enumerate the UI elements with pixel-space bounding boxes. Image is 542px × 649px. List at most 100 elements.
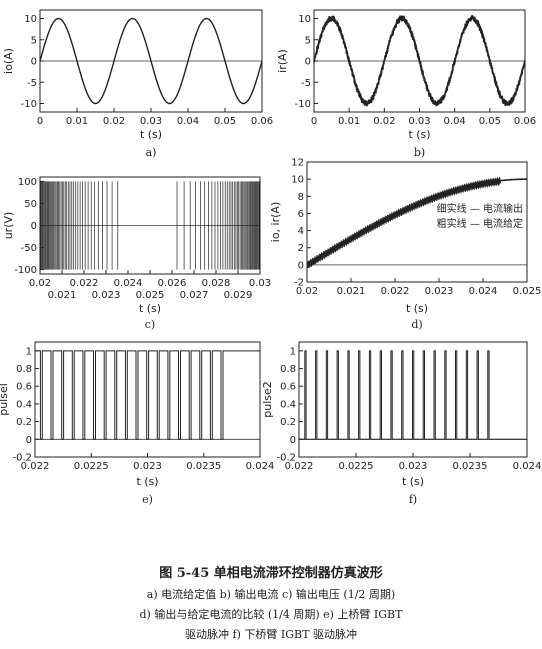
x-tick-label-a: 0.04 <box>177 116 199 127</box>
x-tick-label-d: 0.022 <box>381 286 410 297</box>
y-tick-label-e: 0 <box>26 435 32 446</box>
x-tick-label-a: 0.02 <box>103 116 125 127</box>
x-tick-label-c: 0.023 <box>92 290 121 301</box>
y-axis-label-c: ur(V) <box>2 212 15 240</box>
y-tick-label-a: 0 <box>31 57 37 68</box>
x-axis-label-e: t (s) <box>136 475 158 488</box>
x-tick-label-a: 0.06 <box>251 116 273 127</box>
x-tick-label-c: 0.022 <box>70 278 99 289</box>
x-axis-label-c: t (s) <box>139 302 161 315</box>
y-tick-label-e: 0.6 <box>16 382 32 393</box>
chart-panel-e: -0.2 0 0.2 0.4 0.6 0.8 1 0.022 0.0225 0.023 0.0235… <box>0 342 274 506</box>
x-tick-label-b: 0.03 <box>408 116 430 127</box>
y-tick-label-f: 0.6 <box>280 382 296 393</box>
y-tick-label-a: 10 <box>24 14 37 25</box>
chart-panel-f: -0.2 0 0.2 0.4 0.6 0.8 1 0.022 0.0225 0.023 0.0235… <box>261 342 541 506</box>
x-tick-label-e: 0.0235 <box>186 461 221 472</box>
subfigure-label-d: d) <box>411 318 422 331</box>
y-tick-label-b: 10 <box>298 14 311 25</box>
y-tick-label-a: -5 <box>27 78 37 89</box>
y-tick-label-d: 4 <box>298 226 304 237</box>
x-tick-label-a: 0.01 <box>66 116 88 127</box>
figure-caption-title: 图 5-45 单相电流滞环控制器仿真波形 <box>0 562 542 581</box>
x-tick-label-c: 0.03 <box>249 278 271 289</box>
x-tick-label-f: 0.024 <box>513 461 542 472</box>
y-tick-label-c: 0 <box>31 221 37 232</box>
subfigure-label-c: c) <box>145 318 155 331</box>
x-tick-label-f: 0.022 <box>285 461 314 472</box>
subfigure-label-e: e) <box>142 493 153 506</box>
y-tick-label-d: 8 <box>298 192 304 203</box>
y-tick-label-e: 0.8 <box>16 364 32 375</box>
y-tick-label-d: 2 <box>298 243 304 254</box>
x-tick-label-e: 0.024 <box>246 461 275 472</box>
series-e-pulses <box>35 351 260 439</box>
y-tick-label-b: 5 <box>305 35 311 46</box>
y-tick-label-e: 0.2 <box>16 417 32 428</box>
y-axis-label-d: io, ir(A) <box>269 202 282 242</box>
chart-panel-a: -10 -5 0 5 10 0 0.01 0.02 0.03 0.04 0.05 0.06 t (s) i… <box>2 10 273 159</box>
x-tick-label-c: 0.024 <box>114 278 143 289</box>
legend-entry-d: 细实线 — 电流输出 <box>437 202 523 215</box>
x-tick-label-d: 0.024 <box>469 286 498 297</box>
x-tick-label-b: 0.04 <box>444 116 466 127</box>
x-tick-label-e: 0.023 <box>133 461 162 472</box>
x-tick-label-a: 0 <box>37 116 43 127</box>
y-tick-label-a: 5 <box>31 35 37 46</box>
x-axis-label-d: t (s) <box>406 302 428 315</box>
caption-line-1: a) 电流给定值 b) 输出电流 c) 输出电压 (1/2 周期) <box>0 586 542 602</box>
x-tick-label-f: 0.0225 <box>339 461 374 472</box>
x-tick-label-e: 0.0225 <box>74 461 109 472</box>
x-tick-label-b: 0 <box>311 116 317 127</box>
y-tick-label-f: 0.2 <box>280 417 296 428</box>
x-tick-label-f: 0.023 <box>399 461 428 472</box>
y-tick-label-c: -100 <box>14 265 37 276</box>
legend-entry-d: 粗实线 — 电流给定 <box>437 217 523 230</box>
y-tick-label-e: 0.4 <box>16 399 32 410</box>
y-tick-label-d: 12 <box>291 158 304 169</box>
x-tick-label-c: 0.029 <box>224 290 253 301</box>
series-f-pulses <box>299 351 527 439</box>
y-tick-label-a: -10 <box>21 99 37 110</box>
x-tick-label-a: 0.03 <box>140 116 162 127</box>
x-tick-label-c: 0.027 <box>180 290 209 301</box>
y-tick-label-f: 1 <box>290 346 296 357</box>
y-tick-label-b: -5 <box>301 78 311 89</box>
y-tick-label-c: 100 <box>18 177 37 188</box>
x-tick-label-d: 0.021 <box>337 286 366 297</box>
x-tick-label-c: 0.021 <box>48 290 77 301</box>
x-tick-label-c: 0.026 <box>158 278 187 289</box>
y-tick-label-e: 1 <box>26 346 32 357</box>
chart-panel-c: -100-500501000.02 0.022 0.024 0.026 0.028 0.0… <box>2 177 271 331</box>
y-tick-label-d: 0 <box>298 260 304 271</box>
x-tick-label-b: 0.06 <box>514 116 536 127</box>
subfigure-label-a: a) <box>146 146 157 159</box>
caption-line-3: 驱动脉冲 f) 下桥臂 IGBT 驱动脉冲 <box>0 626 542 642</box>
x-tick-label-b: 0.01 <box>338 116 360 127</box>
y-tick-label-d: 6 <box>298 209 304 220</box>
x-tick-label-b: 0.05 <box>479 116 501 127</box>
x-tick-label-e: 0.022 <box>21 461 50 472</box>
y-tick-label-f: 0.8 <box>280 364 296 375</box>
x-tick-label-d: 0.023 <box>425 286 454 297</box>
y-tick-label-f: 0 <box>290 435 296 446</box>
y-tick-label-b: 0 <box>305 57 311 68</box>
x-tick-label-d: 0.02 <box>296 286 318 297</box>
y-axis-label-a: io(A) <box>2 48 15 74</box>
subfigure-label-f: f) <box>409 493 417 506</box>
caption-line-2: d) 输出与给定电流的比较 (1/4 周期) e) 上桥臂 IGBT <box>0 606 542 622</box>
subfigure-label-b: b) <box>414 146 425 159</box>
y-tick-label-c: -50 <box>21 243 37 254</box>
y-tick-label-c: 50 <box>24 199 37 210</box>
y-tick-label-f: 0.4 <box>280 399 296 410</box>
x-tick-label-c: 0.028 <box>202 278 231 289</box>
y-tick-label-b: -10 <box>295 99 311 110</box>
y-tick-label-d: 10 <box>291 175 304 186</box>
chart-panel-d: -2 0 2 4 6 8 10 12 0.02 0.021 0.022 0.023 0.024 0.025… <box>269 158 541 332</box>
y-axis-label-f: pulse2 <box>261 381 274 418</box>
x-axis-label-f: t (s) <box>402 475 424 488</box>
y-axis-label-b: ir(A) <box>276 49 289 73</box>
x-tick-label-d: 0.025 <box>513 286 542 297</box>
chart-panel-b: -10 -5 0 5 10 0 0.01 0.02 0.03 0.04 0.05 0.06 t (s) i… <box>276 10 536 159</box>
x-tick-label-b: 0.02 <box>373 116 395 127</box>
